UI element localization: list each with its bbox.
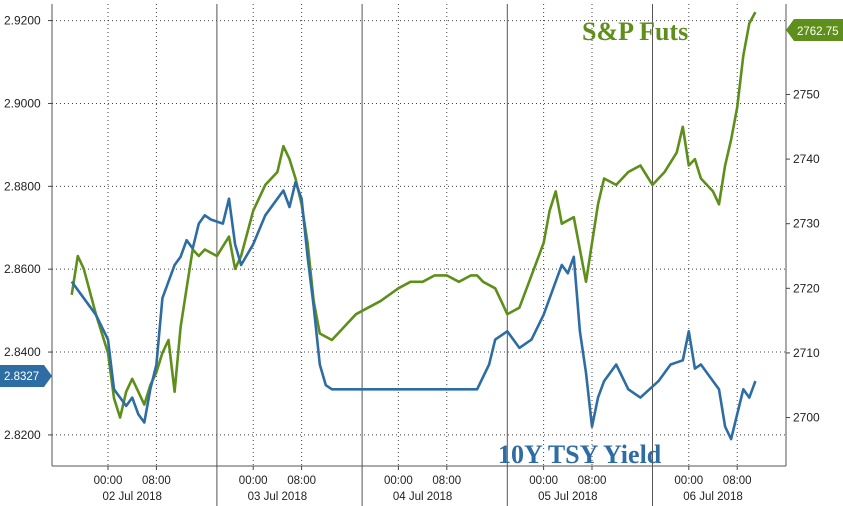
x-time-label: 08:00: [723, 475, 752, 487]
sp-futures-last-value: 2762.75: [797, 26, 839, 38]
x-day-label: 03 Jul 2018: [248, 491, 307, 503]
left-tick-label: 2.9000: [4, 96, 41, 110]
yield-last-value-tag: 2.8327: [0, 365, 52, 387]
treasury-yield-line: [70, 180, 757, 441]
right-tick-label: 2750: [793, 87, 820, 101]
x-time-label: 00:00: [239, 475, 268, 487]
plot-area: [70, 11, 757, 441]
sp-futures-line: [70, 11, 757, 419]
gridlines: [51, 4, 787, 506]
left-tick-label: 2.8600: [4, 262, 41, 276]
x-day-label: 05 Jul 2018: [538, 491, 597, 503]
right-tick-label: 2740: [793, 152, 820, 166]
left-tick-label: 2.8400: [4, 345, 41, 359]
x-time-label: 08:00: [142, 475, 171, 487]
left-tick-label: 2.8800: [4, 179, 41, 193]
left-tick-label: 2.9200: [4, 14, 41, 28]
x-time-label: 08:00: [578, 475, 607, 487]
left-y-axis: 2.8200 2.8400 2.8600 2.8800 2.9000 2.9200: [4, 14, 52, 442]
x-time-label: 08:00: [432, 475, 461, 487]
x-day-label: 02 Jul 2018: [102, 491, 161, 503]
right-y-axis: 2700271027202730274027502760: [786, 23, 820, 425]
sp-futures-last-value-tag: 2762.75: [786, 19, 843, 41]
left-tick-label: 2.8200: [4, 428, 41, 442]
right-tick-label: 2720: [793, 281, 820, 295]
yield-tag-background: [0, 365, 52, 387]
x-time-label: 00:00: [529, 475, 558, 487]
right-tick-label: 2700: [793, 411, 820, 425]
sp-futures-tag-background: [786, 19, 843, 41]
right-tick-label: 2710: [793, 346, 820, 360]
x-time-label: 00:00: [674, 475, 703, 487]
x-day-label: 06 Jul 2018: [683, 491, 742, 503]
yield-last-value: 2.8327: [4, 371, 39, 383]
sp-futures-title: S&P Futs: [582, 17, 688, 46]
x-time-label: 00:00: [94, 475, 123, 487]
treasury-yield-title: 10Y TSY Yield: [498, 440, 662, 469]
x-axis: 00:00 08:00 00:00 08:00 00:00 08:00 00:00 08:00…: [94, 466, 752, 503]
right-tick-label: 2730: [793, 217, 820, 231]
x-day-label: 04 Jul 2018: [393, 491, 452, 503]
x-time-label: 08:00: [287, 475, 316, 487]
x-time-label: 00:00: [384, 475, 413, 487]
